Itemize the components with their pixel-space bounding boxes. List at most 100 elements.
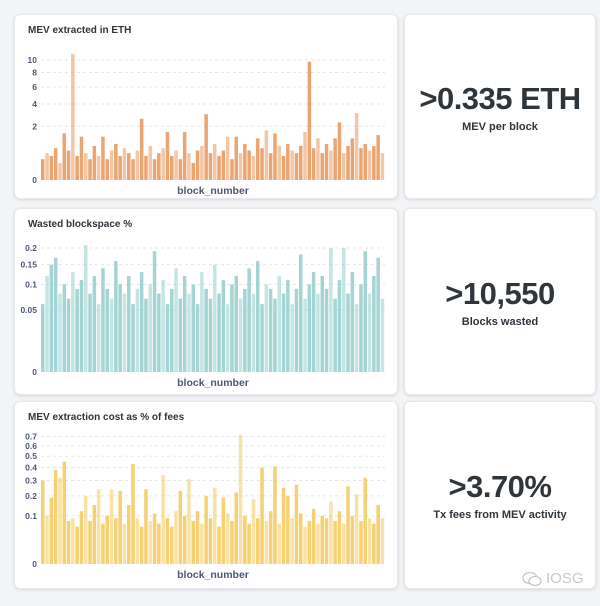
bar[interactable] xyxy=(53,470,58,564)
bar[interactable] xyxy=(286,143,290,180)
bar[interactable] xyxy=(251,499,256,564)
bar[interactable] xyxy=(170,155,174,180)
bar[interactable] xyxy=(127,275,131,372)
bar[interactable] xyxy=(342,523,346,564)
bar[interactable] xyxy=(122,293,127,372)
bar[interactable] xyxy=(79,280,84,372)
bar[interactable] xyxy=(96,155,101,180)
bar[interactable] xyxy=(62,284,67,372)
bar[interactable] xyxy=(243,515,247,564)
bar[interactable] xyxy=(316,523,320,564)
bar[interactable] xyxy=(225,136,230,180)
bar[interactable] xyxy=(195,304,200,372)
bar[interactable] xyxy=(354,304,359,372)
bar[interactable] xyxy=(101,136,105,180)
bar[interactable] xyxy=(144,298,148,372)
bar[interactable] xyxy=(204,495,208,564)
bar[interactable] xyxy=(135,288,140,372)
bar[interactable] xyxy=(213,143,217,180)
bar[interactable] xyxy=(367,518,372,564)
bar[interactable] xyxy=(118,155,122,180)
bar[interactable] xyxy=(221,497,226,564)
bar[interactable] xyxy=(311,509,316,564)
bar[interactable] xyxy=(139,118,144,180)
bar[interactable] xyxy=(230,520,234,564)
bar[interactable] xyxy=(96,489,101,564)
bar[interactable] xyxy=(256,518,260,564)
bar[interactable] xyxy=(157,293,161,372)
bar[interactable] xyxy=(41,480,45,564)
bar[interactable] xyxy=(290,150,294,180)
bar[interactable] xyxy=(49,155,54,180)
bar[interactable] xyxy=(75,288,79,372)
bar[interactable] xyxy=(131,464,135,564)
bar[interactable] xyxy=(268,153,273,180)
bar[interactable] xyxy=(53,148,58,180)
bar[interactable] xyxy=(208,298,213,372)
bar[interactable] xyxy=(230,159,234,180)
bar[interactable] xyxy=(66,150,71,180)
bar[interactable] xyxy=(238,298,243,372)
bar[interactable] xyxy=(346,486,350,564)
bar[interactable] xyxy=(350,515,355,564)
bar[interactable] xyxy=(372,275,376,372)
bar[interactable] xyxy=(281,487,286,564)
bar[interactable] xyxy=(170,288,174,372)
bar[interactable] xyxy=(256,138,260,180)
bar[interactable] xyxy=(217,155,221,180)
bar[interactable] xyxy=(101,523,105,564)
bar[interactable] xyxy=(92,146,97,180)
bar[interactable] xyxy=(135,518,140,564)
bar[interactable] xyxy=(367,150,372,180)
bar[interactable] xyxy=(247,523,251,564)
bar[interactable] xyxy=(92,275,97,372)
bar[interactable] xyxy=(307,284,312,372)
bar[interactable] xyxy=(79,136,84,180)
bar[interactable] xyxy=(354,113,359,180)
bar[interactable] xyxy=(303,526,307,564)
bar[interactable] xyxy=(105,288,110,372)
bar[interactable] xyxy=(273,466,277,564)
bar[interactable] xyxy=(53,257,58,372)
bar[interactable] xyxy=(170,526,174,564)
bar[interactable] xyxy=(58,477,62,564)
bar[interactable] xyxy=(96,304,101,372)
bar[interactable] xyxy=(165,518,170,564)
bar[interactable] xyxy=(200,523,204,564)
bar[interactable] xyxy=(41,304,45,372)
bar[interactable] xyxy=(380,153,385,180)
bar[interactable] xyxy=(264,284,269,372)
bar[interactable] xyxy=(195,511,200,564)
bar[interactable] xyxy=(234,136,239,180)
bar[interactable] xyxy=(161,475,165,564)
bar[interactable] xyxy=(268,511,273,564)
bar[interactable] xyxy=(88,159,92,180)
bar[interactable] xyxy=(148,146,153,180)
bar[interactable] xyxy=(127,153,131,180)
bar[interactable] xyxy=(204,288,208,372)
bar[interactable] xyxy=(337,280,342,372)
bar[interactable] xyxy=(316,293,320,372)
bar[interactable] xyxy=(354,494,359,564)
bar[interactable] xyxy=(329,501,333,564)
bar[interactable] xyxy=(122,148,127,180)
bar[interactable] xyxy=(299,146,303,180)
bar[interactable] xyxy=(337,122,342,180)
bar[interactable] xyxy=(324,288,329,372)
bar[interactable] xyxy=(303,298,307,372)
bar[interactable] xyxy=(324,518,329,564)
bar[interactable] xyxy=(277,275,282,372)
bar[interactable] xyxy=(372,523,376,564)
bar[interactable] xyxy=(307,61,312,180)
bar[interactable] xyxy=(324,143,329,180)
bar[interactable] xyxy=(333,138,337,180)
bar[interactable] xyxy=(204,114,208,180)
bar[interactable] xyxy=(251,293,256,372)
bar[interactable] xyxy=(363,251,368,372)
bar[interactable] xyxy=(84,153,88,180)
bar[interactable] xyxy=(307,520,312,564)
bar[interactable] xyxy=(45,153,49,180)
bar[interactable] xyxy=(45,275,49,372)
bar[interactable] xyxy=(320,153,325,180)
bar[interactable] xyxy=(230,284,234,372)
